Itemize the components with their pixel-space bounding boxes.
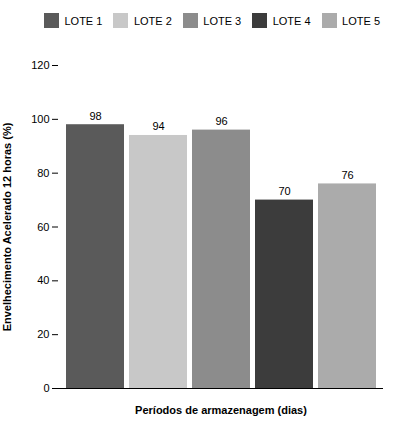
svg-text:76: 76	[341, 168, 353, 180]
svg-text:Períodos de armazenagem (dias): Períodos de armazenagem (dias)	[135, 404, 307, 416]
svg-text:60: 60	[37, 220, 49, 232]
html-text:LOTE 2: LOTE 2	[133, 14, 172, 27]
html-text:LOTE 4: LOTE 4	[272, 14, 311, 27]
svg-text:98: 98	[89, 109, 101, 121]
svg-text:94: 94	[152, 120, 164, 132]
svg-text:20: 20	[37, 328, 49, 340]
html-text:LOTE 3: LOTE 3	[203, 14, 242, 27]
html-text:LOTE 1: LOTE 1	[64, 14, 103, 27]
html-text:LOTE 5: LOTE 5	[342, 14, 380, 27]
svg-text:40: 40	[37, 274, 49, 286]
svg-text:70: 70	[278, 185, 290, 197]
svg-text:80: 80	[37, 166, 49, 178]
svg-text:0: 0	[43, 382, 49, 394]
svg-text:100: 100	[31, 112, 49, 124]
svg-text:120: 120	[31, 59, 49, 71]
svg-text:96: 96	[215, 115, 227, 127]
svg-text:Envelhecimento Acelerado 12 ho: Envelhecimento Acelerado 12 horas (%)	[1, 122, 13, 331]
